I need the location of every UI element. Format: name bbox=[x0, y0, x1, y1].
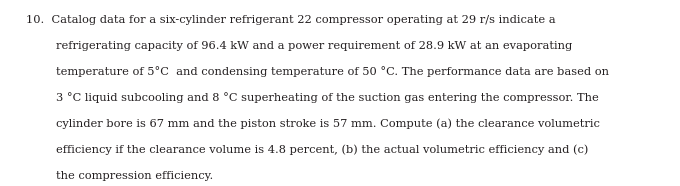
Text: temperature of 5°C  and condensing temperature of 50 °C. The performance data ar: temperature of 5°C and condensing temper… bbox=[56, 66, 609, 77]
Text: efficiency if the clearance volume is 4.8 percent, (b) the actual volumetric eff: efficiency if the clearance volume is 4.… bbox=[56, 145, 588, 155]
Text: 3 °C liquid subcooling and 8 °C superheating of the suction gas entering the com: 3 °C liquid subcooling and 8 °C superhea… bbox=[56, 92, 598, 103]
Text: 10.  Catalog data for a six-cylinder refrigerant 22 compressor operating at 29 r: 10. Catalog data for a six-cylinder refr… bbox=[26, 15, 556, 25]
Text: refrigerating capacity of 96.4 kW and a power requirement of 28.9 kW at an evapo: refrigerating capacity of 96.4 kW and a … bbox=[56, 41, 572, 51]
Text: cylinder bore is 67 mm and the piston stroke is 57 mm. Compute (a) the clearance: cylinder bore is 67 mm and the piston st… bbox=[56, 118, 600, 129]
Text: the compression efficiency.: the compression efficiency. bbox=[56, 171, 213, 181]
